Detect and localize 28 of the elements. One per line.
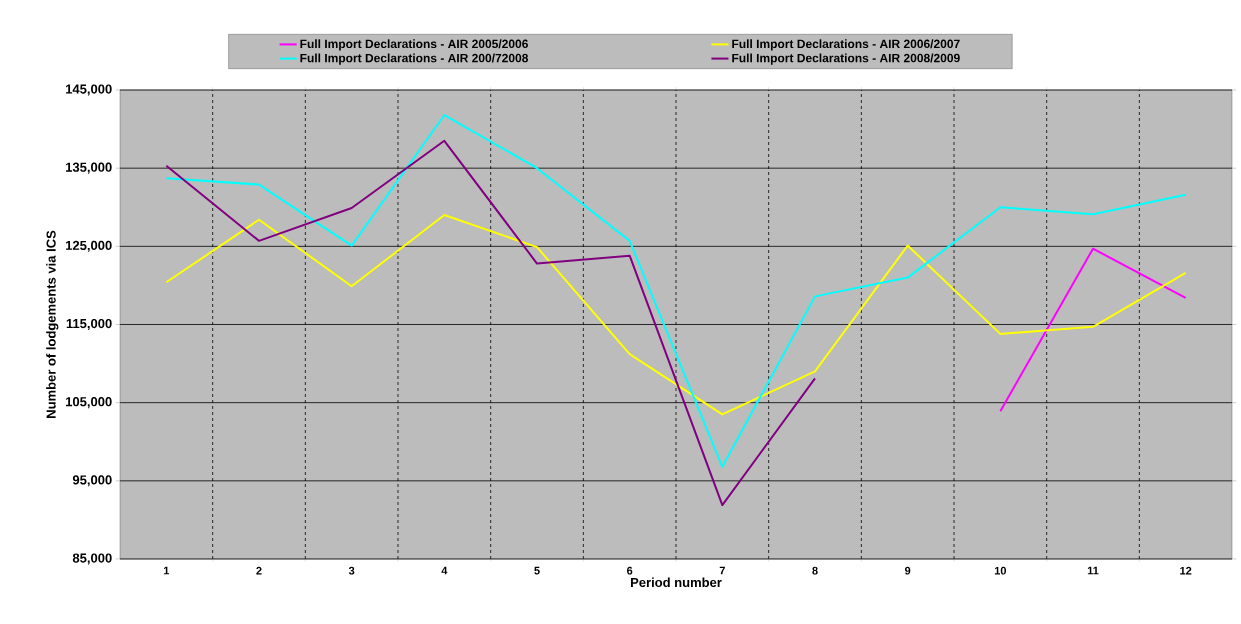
x-tick-label: 4 xyxy=(441,566,448,575)
legend-label: Full Import Declarations - AIR 200/72008 xyxy=(300,53,529,65)
line-series xyxy=(165,139,817,507)
y-tick-label: 115,000 xyxy=(66,318,112,331)
y-axis-title: Number of lodgements via ICS xyxy=(46,230,59,418)
legend-label: Full Import Declarations - AIR 2008/2009 xyxy=(732,53,960,65)
x-tick-label: 9 xyxy=(905,566,911,575)
x-tick-label: 12 xyxy=(1180,566,1192,575)
x-tick-label: 2 xyxy=(256,566,262,575)
x-tick-label: 7 xyxy=(719,566,725,575)
legend-label: Full Import Declarations - AIR 2006/2007 xyxy=(732,39,960,51)
x-axis-title: Period number xyxy=(631,577,722,588)
x-tick-label: 3 xyxy=(348,566,355,575)
line-series xyxy=(165,114,1187,468)
legend-label: Full Import Declarations - AIR 2005/2006 xyxy=(300,39,528,51)
y-tick-label: 95,000 xyxy=(72,475,112,487)
x-tick-label: 11 xyxy=(1087,566,1099,575)
x-tick-label: 5 xyxy=(534,566,540,575)
line-series xyxy=(165,214,1187,416)
x-tick-label: 6 xyxy=(627,566,633,575)
x-tick-label: 10 xyxy=(994,566,1007,575)
y-tick-label: 125,000 xyxy=(66,240,112,252)
y-tick-label: 105,000 xyxy=(66,397,112,409)
x-tick-label: 8 xyxy=(812,566,818,575)
y-tick-label: 135,000 xyxy=(66,162,112,174)
x-tick-label: 1 xyxy=(163,566,170,575)
y-tick-label: 85,000 xyxy=(72,553,112,565)
y-tick-label: 145,000 xyxy=(66,84,112,96)
